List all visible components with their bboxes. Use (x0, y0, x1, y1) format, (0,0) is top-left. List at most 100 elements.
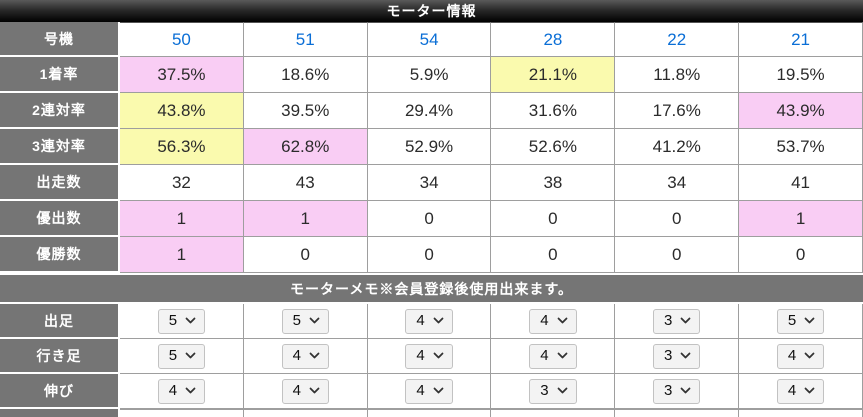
memo-select-ikiashi-51[interactable]: 4 (281, 343, 329, 369)
memo-cell-ikiashi: 4 (367, 339, 492, 374)
stat-row-label-win-rate: 1着率 (0, 57, 120, 93)
motor-stats-table: 号機 50 51 54 28 22 21 1着率 37.5% 18.6% 5.9% 21.1% 11.8… (0, 22, 863, 273)
stat-cell-top2-rate: 29.4% (367, 93, 492, 129)
stat-cell-win-rate: 19.5% (739, 57, 863, 93)
motor-memo-table: 出足 5 5 4 4 3 5 行き足 5 4 4 4 3 4 伸び 4 4 4 3 3 4 (0, 304, 863, 409)
chevron-down-icon (309, 352, 320, 359)
motor-number-link[interactable]: 51 (243, 22, 368, 57)
partial-row-cell (243, 409, 368, 417)
stat-cell-race-count: 34 (615, 165, 740, 201)
stat-cell-race-count: 41 (739, 165, 863, 201)
motor-number-row-label: 号機 (0, 22, 120, 57)
memo-cell-ikiashi: 4 (243, 339, 368, 374)
memo-select-value: 5 (787, 311, 797, 329)
memo-select-nobi-22[interactable]: 3 (653, 378, 701, 404)
motor-number-link[interactable]: 28 (491, 22, 616, 57)
chevron-down-icon (680, 317, 691, 324)
memo-select-value: 3 (664, 311, 673, 329)
memo-select-nobi-51[interactable]: 4 (281, 378, 329, 404)
memo-select-deashi-51[interactable]: 5 (281, 308, 329, 334)
memo-select-nobi-50[interactable]: 4 (157, 378, 206, 404)
stat-cell-win-count: 0 (243, 237, 368, 273)
memo-select-nobi-21[interactable]: 4 (776, 378, 825, 404)
stat-row-label-top3-rate: 3連対率 (0, 129, 120, 165)
memo-select-ikiashi-50[interactable]: 5 (157, 343, 206, 369)
partial-row-cell (615, 409, 740, 417)
stat-cell-race-count: 38 (491, 165, 616, 201)
stat-row-label-race-count: 出走数 (0, 165, 120, 201)
memo-select-deashi-21[interactable]: 5 (776, 308, 825, 334)
memo-row-deashi: 出足 5 5 4 4 3 5 (0, 304, 863, 339)
stat-cell-top3-rate: 56.3% (120, 129, 244, 165)
stat-cell-race-count: 32 (120, 165, 244, 201)
chevron-down-icon (433, 387, 444, 394)
memo-cell-deashi: 5 (243, 304, 368, 339)
memo-select-value: 3 (540, 381, 549, 399)
chevron-down-icon (804, 352, 815, 359)
partial-row-cell (367, 409, 492, 417)
memo-select-deashi-50[interactable]: 5 (157, 308, 206, 334)
stat-cell-win-rate: 21.1% (491, 57, 616, 93)
stat-cell-top2-rate: 43.8% (120, 93, 244, 129)
partial-next-row (0, 409, 863, 417)
partial-row-label-cell (0, 409, 120, 417)
motor-number-link[interactable]: 54 (367, 22, 492, 57)
memo-select-ikiashi-22[interactable]: 3 (653, 343, 701, 369)
stat-row-top2-rate: 2連対率 43.8% 39.5% 29.4% 31.6% 17.6% 43.9% (0, 93, 863, 129)
stat-cell-win-rate: 11.8% (615, 57, 740, 93)
stat-row-label-win-count: 優勝数 (0, 237, 120, 273)
stat-cell-top3-rate: 52.9% (367, 129, 492, 165)
memo-select-value: 4 (787, 381, 797, 399)
memo-select-value: 5 (292, 311, 301, 329)
stat-cell-win-rate: 37.5% (120, 57, 244, 93)
memo-row-label-nobi: 伸び (0, 374, 120, 409)
memo-select-value: 4 (540, 311, 549, 329)
stat-cell-win-count: 0 (615, 237, 740, 273)
stat-cell-top3-rate: 52.6% (491, 129, 616, 165)
chevron-down-icon (557, 352, 567, 359)
motor-number-link[interactable]: 22 (615, 22, 740, 57)
memo-select-ikiashi-54[interactable]: 4 (405, 343, 453, 369)
motor-number-link[interactable]: 50 (120, 22, 244, 57)
stat-cell-win-rate: 5.9% (367, 57, 492, 93)
memo-select-value: 4 (416, 346, 425, 364)
memo-select-ikiashi-21[interactable]: 4 (776, 343, 825, 369)
stat-cell-top3-rate: 53.7% (739, 129, 863, 165)
memo-select-nobi-28[interactable]: 3 (529, 378, 577, 404)
memo-select-deashi-54[interactable]: 4 (405, 308, 453, 334)
stat-cell-top2-rate: 31.6% (491, 93, 616, 129)
memo-select-nobi-54[interactable]: 4 (405, 378, 453, 404)
memo-select-value: 4 (292, 381, 301, 399)
memo-select-value: 4 (540, 346, 549, 364)
memo-select-value: 4 (168, 381, 178, 399)
memo-cell-nobi: 4 (739, 374, 863, 409)
stat-cell-final-count: 0 (367, 201, 492, 237)
chevron-down-icon (309, 317, 320, 324)
memo-select-deashi-22[interactable]: 3 (653, 308, 701, 334)
memo-row-label-deashi: 出足 (0, 304, 120, 339)
stat-cell-top2-rate: 39.5% (243, 93, 368, 129)
memo-select-value: 4 (292, 346, 301, 364)
stat-cell-win-count: 1 (120, 237, 244, 273)
motor-number-link[interactable]: 21 (739, 22, 863, 57)
memo-row-ikiashi: 行き足 5 4 4 4 3 4 (0, 339, 863, 374)
stat-row-top3-rate: 3連対率 56.3% 62.8% 52.9% 52.6% 41.2% 53.7% (0, 129, 863, 165)
stat-row-race-count: 出走数 32 43 34 38 34 41 (0, 165, 863, 201)
memo-select-ikiashi-28[interactable]: 4 (529, 343, 577, 369)
stat-cell-top3-rate: 62.8% (243, 129, 368, 165)
memo-row-nobi: 伸び 4 4 4 3 3 4 (0, 374, 863, 409)
memo-select-value: 4 (787, 346, 797, 364)
stat-cell-race-count: 34 (367, 165, 492, 201)
stat-cell-race-count: 43 (243, 165, 368, 201)
memo-row-label-ikiashi: 行き足 (0, 339, 120, 374)
memo-select-value: 5 (168, 311, 178, 329)
memo-select-value: 3 (664, 346, 673, 364)
chevron-down-icon (185, 387, 196, 394)
stat-cell-final-count: 1 (243, 201, 368, 237)
memo-cell-nobi: 3 (491, 374, 616, 409)
memo-select-deashi-28[interactable]: 4 (529, 308, 577, 334)
chevron-down-icon (557, 317, 567, 324)
memo-section-header: モーターメモ※会員登録後使用出来ます。 (0, 273, 863, 304)
chevron-down-icon (804, 317, 815, 324)
memo-cell-ikiashi: 5 (120, 339, 244, 374)
